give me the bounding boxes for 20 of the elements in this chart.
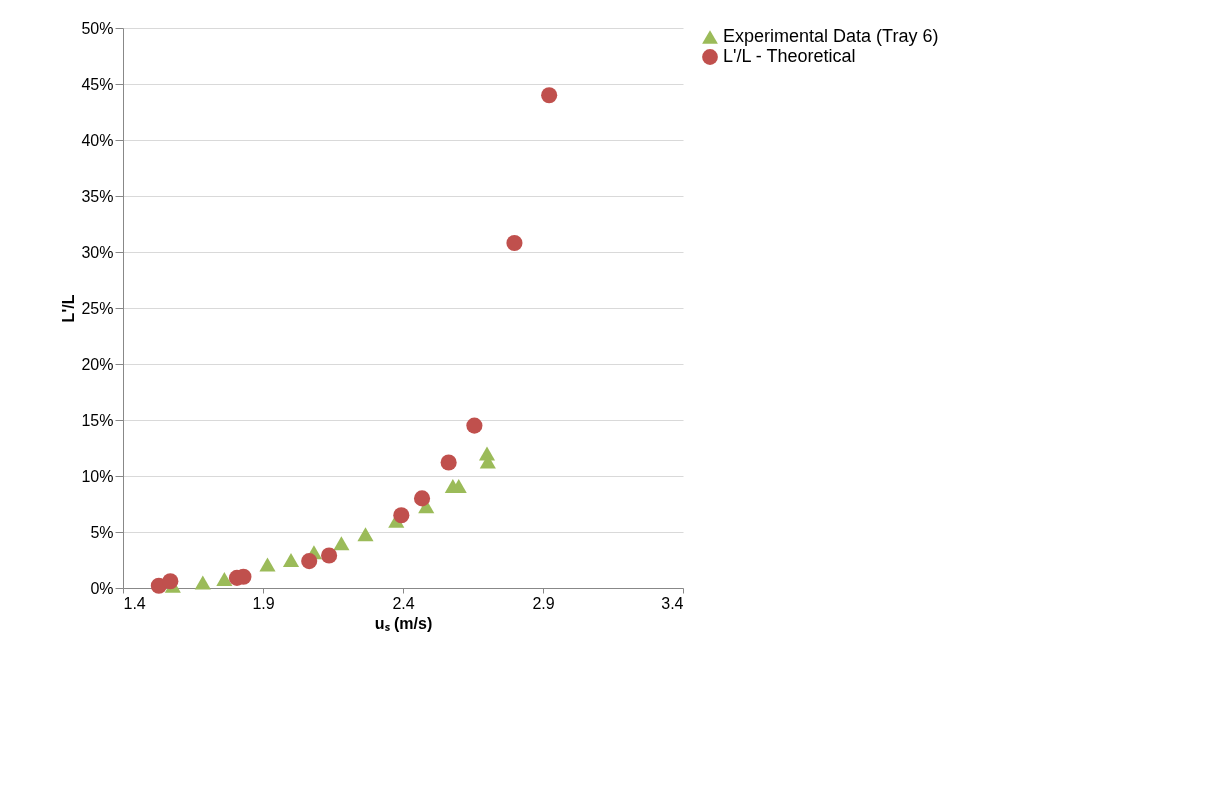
- x-tick-label: 1.9: [252, 594, 275, 612]
- y-tick-label: 40%: [81, 131, 114, 149]
- y-tick-label: 20%: [81, 355, 114, 373]
- y-tick-label: 10%: [81, 467, 114, 485]
- y-tick-label: 30%: [81, 243, 114, 261]
- x-axis-title: uₛ (m/s): [374, 614, 433, 632]
- y-tick-label: 25%: [81, 299, 114, 317]
- x-tick-label: 2.9: [532, 594, 555, 612]
- x-tick-label: 1.4: [123, 594, 146, 612]
- x-tick-label: 3.4: [661, 594, 684, 612]
- y-tick-label: 15%: [81, 411, 114, 429]
- legend-label: Experimental Data (Tray 6): [723, 26, 939, 46]
- x-tick-label: 2.4: [392, 594, 415, 612]
- y-tick-label: 5%: [90, 523, 114, 541]
- y-tick-label: 45%: [81, 75, 114, 93]
- y-tick-label: 35%: [81, 187, 114, 205]
- y-tick-label: 50%: [81, 19, 114, 37]
- y-tick-label: 0%: [90, 579, 114, 597]
- y-axis-title: L'/L: [60, 294, 78, 323]
- legend-label: L'/L - Theoretical: [723, 46, 856, 66]
